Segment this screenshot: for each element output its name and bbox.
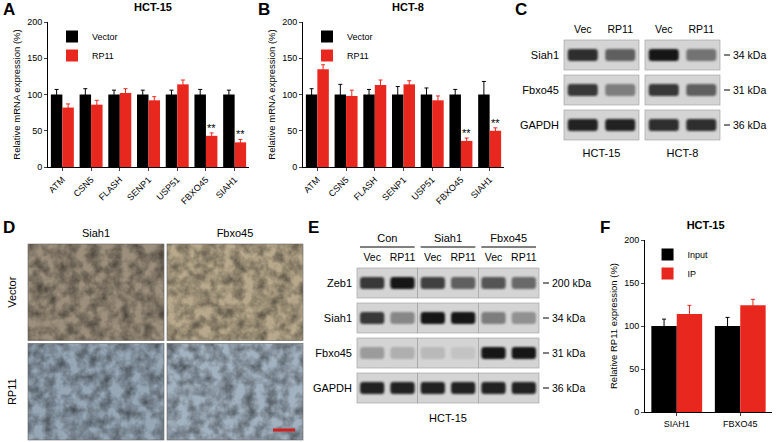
- svg-text:Vec: Vec: [574, 23, 592, 35]
- svg-text:Fbxo45: Fbxo45: [315, 347, 352, 359]
- svg-text:**: **: [207, 122, 216, 134]
- svg-text:100: 100: [624, 321, 639, 331]
- svg-text:34 kDa: 34 kDa: [552, 312, 585, 324]
- svg-text:Siah1: Siah1: [82, 227, 110, 239]
- svg-text:CSN5: CSN5: [327, 175, 351, 199]
- svg-text:0: 0: [634, 407, 639, 417]
- svg-text:Siah1: Siah1: [324, 312, 352, 324]
- svg-text:RP11: RP11: [6, 378, 18, 405]
- svg-text:RP11: RP11: [608, 23, 634, 35]
- svg-text:200: 200: [27, 17, 42, 27]
- svg-text:Zeb1: Zeb1: [327, 277, 352, 289]
- svg-text:Vector: Vector: [6, 276, 18, 308]
- svg-text:36 kDa: 36 kDa: [552, 382, 585, 394]
- svg-text:SENP1: SENP1: [380, 175, 408, 203]
- svg-text:RP11: RP11: [511, 251, 537, 263]
- svg-text:31 kDa: 31 kDa: [552, 347, 585, 359]
- svg-text:0: 0: [292, 162, 297, 172]
- svg-text:SIAH1: SIAH1: [469, 175, 494, 200]
- svg-text:Vec: Vec: [363, 251, 381, 263]
- html-text:F: F: [600, 218, 611, 237]
- svg-text:Con: Con: [377, 232, 397, 244]
- html-text:E: E: [308, 218, 320, 237]
- svg-text:ATM: ATM: [302, 175, 322, 195]
- svg-text:0: 0: [37, 162, 42, 172]
- svg-text:HCT-15: HCT-15: [583, 147, 621, 159]
- svg-text:**: **: [462, 127, 471, 139]
- svg-text:HCT-8: HCT-8: [667, 147, 699, 159]
- svg-text:SIAH1: SIAH1: [664, 419, 690, 429]
- svg-text:Fbxo45: Fbxo45: [217, 227, 254, 239]
- svg-text:Fbxo45: Fbxo45: [522, 84, 559, 96]
- svg-text:50: 50: [629, 364, 639, 374]
- svg-text:**: **: [491, 117, 500, 129]
- svg-text:IP: IP: [688, 269, 697, 279]
- svg-text:150: 150: [27, 53, 42, 63]
- html-text:A: A: [3, 0, 16, 19]
- svg-text:Siah1: Siah1: [434, 232, 462, 244]
- svg-text:Relative mRNA expression (%): Relative mRNA expression (%): [11, 29, 22, 159]
- svg-text:Vec: Vec: [424, 251, 442, 263]
- svg-text:Input: Input: [688, 250, 709, 260]
- svg-text:Relative RP11 expression (%): Relative RP11 expression (%): [608, 263, 619, 389]
- svg-text:Vector: Vector: [92, 32, 118, 42]
- svg-text:34 kDa: 34 kDa: [733, 49, 766, 61]
- svg-text:ATM: ATM: [47, 175, 67, 195]
- svg-text:RP11: RP11: [689, 23, 715, 35]
- svg-text:200 kDa: 200 kDa: [552, 277, 591, 289]
- html-text:B: B: [258, 0, 271, 19]
- svg-text:150: 150: [282, 53, 297, 63]
- svg-text:HCT-8: HCT-8: [392, 1, 424, 13]
- svg-text:GAPDH: GAPDH: [313, 382, 352, 394]
- svg-text:SIAH1: SIAH1: [214, 175, 239, 200]
- svg-text:RP11: RP11: [347, 51, 369, 61]
- html-text:D: D: [3, 218, 16, 237]
- svg-text:Fbxo45: Fbxo45: [490, 232, 527, 244]
- svg-text:31 kDa: 31 kDa: [733, 84, 766, 96]
- svg-text:36 kDa: 36 kDa: [733, 119, 766, 131]
- svg-text:RP11: RP11: [450, 251, 476, 263]
- svg-text:200: 200: [624, 235, 639, 245]
- svg-text:50: 50: [287, 126, 297, 136]
- svg-text:200: 200: [282, 17, 297, 27]
- svg-text:USP51: USP51: [155, 175, 182, 202]
- svg-text:HCT-15: HCT-15: [134, 1, 172, 13]
- svg-text:50: 50: [32, 126, 42, 136]
- svg-text:HCT-15: HCT-15: [429, 412, 467, 424]
- svg-text:150: 150: [624, 278, 639, 288]
- svg-text:USP51: USP51: [410, 175, 437, 202]
- svg-text:FBXO45: FBXO45: [434, 175, 465, 206]
- svg-text:FBXO45: FBXO45: [179, 175, 210, 206]
- svg-text:RP11: RP11: [92, 51, 114, 61]
- svg-text:FLASH: FLASH: [97, 175, 125, 203]
- svg-text:GAPDH: GAPDH: [520, 119, 559, 131]
- svg-text:HCT-15: HCT-15: [687, 219, 725, 231]
- svg-text:FLASH: FLASH: [352, 175, 380, 203]
- svg-text:Vec: Vec: [485, 251, 503, 263]
- svg-text:Siah1: Siah1: [531, 49, 559, 61]
- svg-text:**: **: [236, 128, 245, 140]
- svg-text:Vector: Vector: [347, 32, 373, 42]
- svg-text:SENP1: SENP1: [125, 175, 153, 203]
- svg-text:100: 100: [27, 90, 42, 100]
- svg-text:Relative mRNA expression (%): Relative mRNA expression (%): [266, 29, 277, 159]
- svg-text:Vec: Vec: [655, 23, 673, 35]
- svg-text:100: 100: [282, 90, 297, 100]
- svg-text:FBXO45: FBXO45: [723, 419, 758, 429]
- html-text:C: C: [515, 0, 528, 19]
- svg-text:CSN5: CSN5: [72, 175, 96, 199]
- svg-text:RP11: RP11: [390, 251, 416, 263]
